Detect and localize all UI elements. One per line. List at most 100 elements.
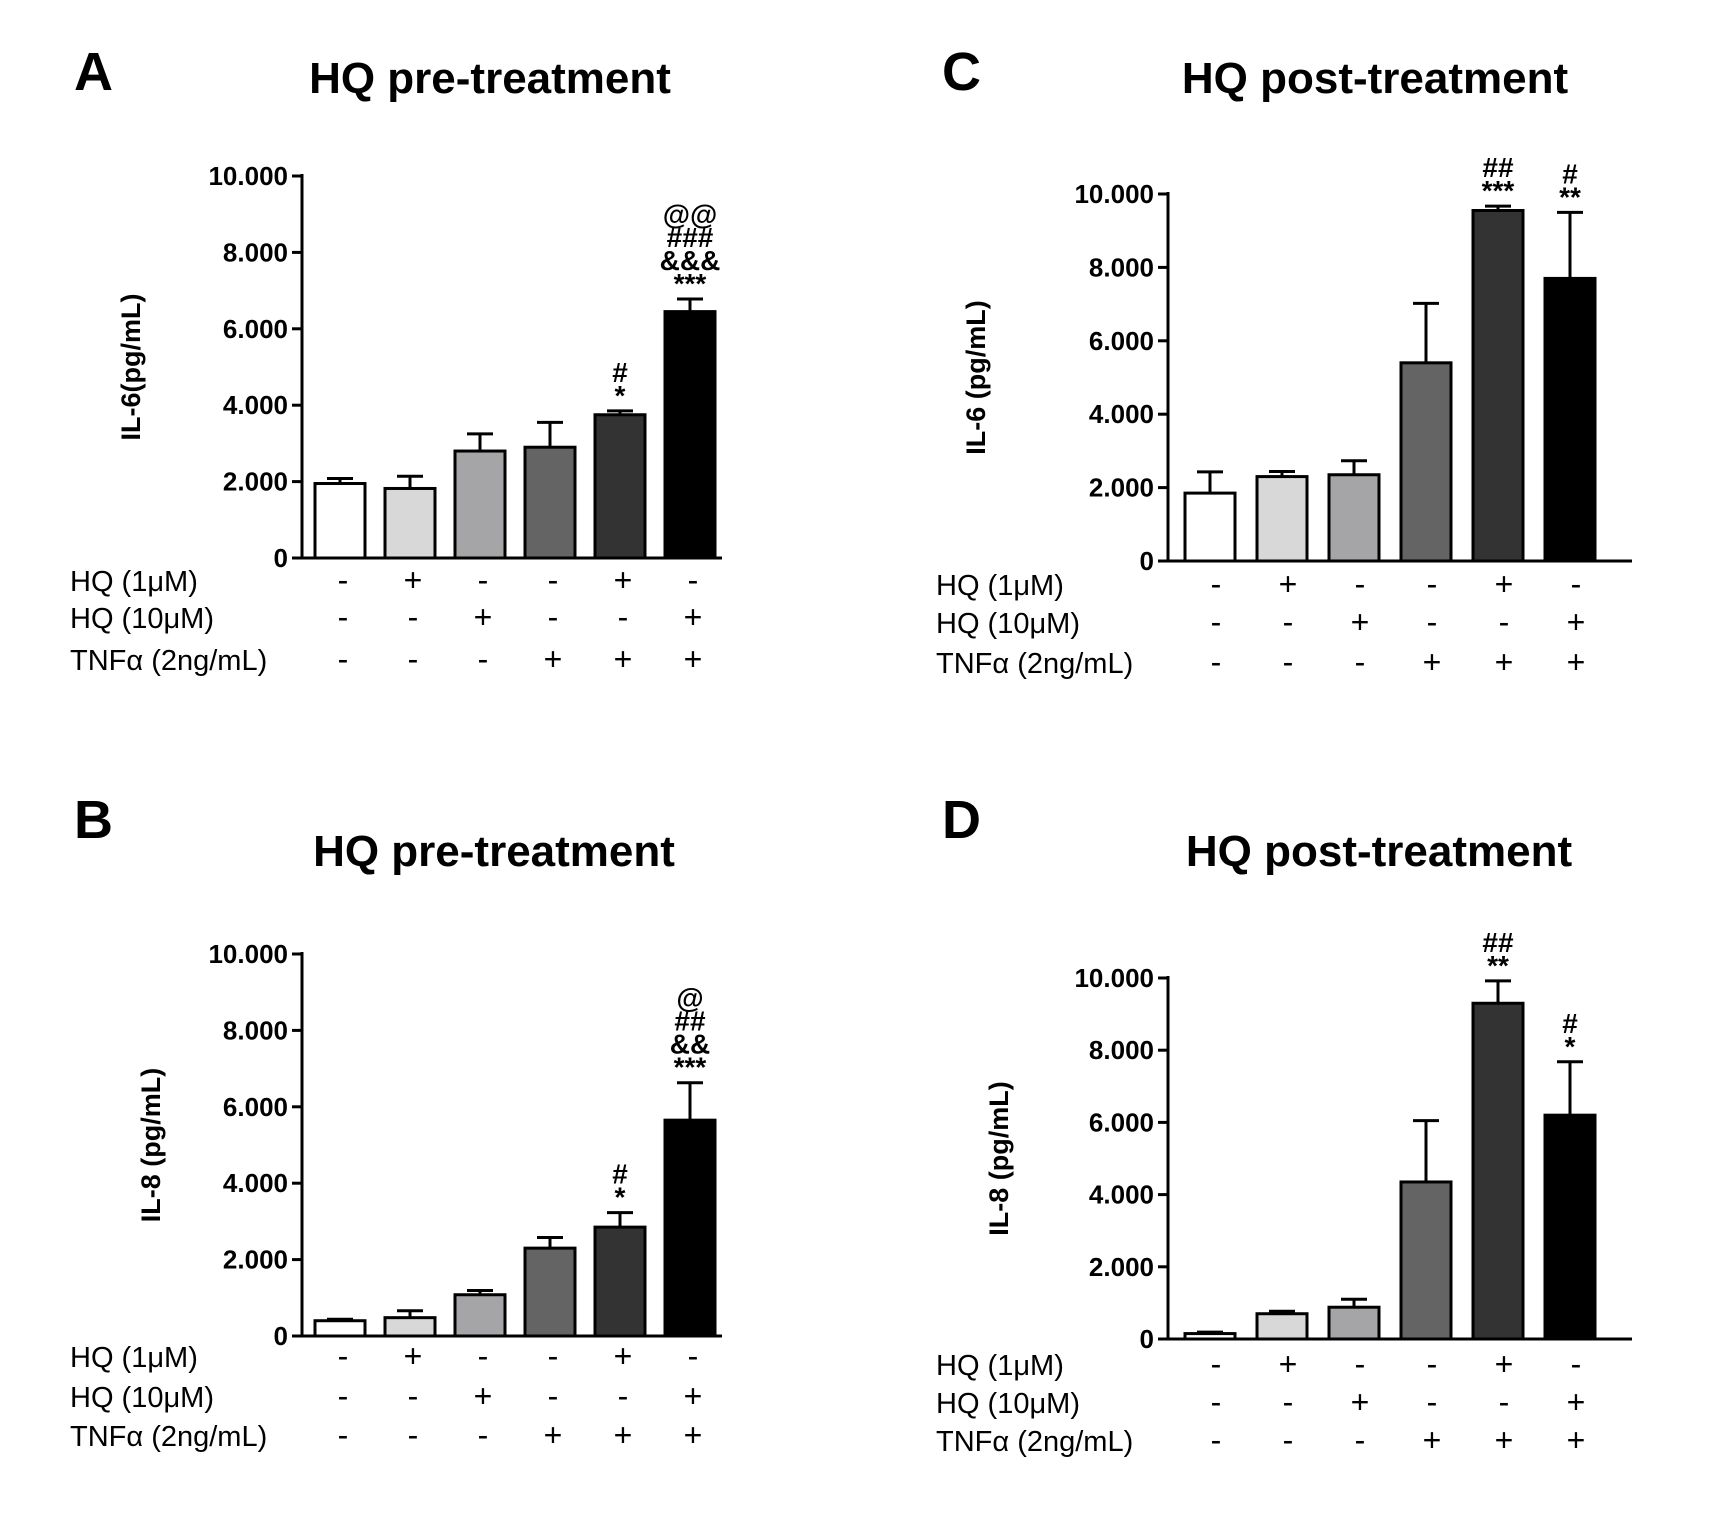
condition-sign: - <box>1427 1346 1438 1382</box>
condition-label: TNFα (2ng/mL) <box>936 1426 1133 1458</box>
significance-mark: ## <box>1482 927 1514 958</box>
bar <box>1327 473 1381 563</box>
significance-mark: ** <box>1559 181 1581 212</box>
bar <box>1183 491 1237 563</box>
condition-sign: + <box>1495 644 1514 680</box>
y-tick-label: 10.000 <box>208 939 288 969</box>
y-tick-label: 8.000 <box>223 1015 288 1045</box>
condition-sign: + <box>544 1417 563 1453</box>
bar <box>523 445 577 560</box>
condition-sign: + <box>1495 566 1514 602</box>
condition-sign: - <box>478 562 489 598</box>
condition-label: HQ (1μM) <box>936 1350 1064 1382</box>
y-tick-label: 6.000 <box>223 1092 288 1122</box>
condition-sign: + <box>684 641 703 677</box>
condition-sign: - <box>548 1338 559 1374</box>
condition-sign: + <box>614 562 633 598</box>
significance-mark: *** <box>1482 175 1515 206</box>
condition-sign: + <box>684 1417 703 1453</box>
condition-sign: - <box>548 562 559 598</box>
bar <box>383 486 437 560</box>
condition-sign: + <box>1567 1384 1586 1420</box>
condition-label: HQ (10μM) <box>936 608 1080 640</box>
significance-mark: @@ <box>663 199 718 230</box>
y-tick-label: 4.000 <box>223 390 288 420</box>
y-tick-label: 10.000 <box>208 161 288 191</box>
condition-sign: - <box>1355 644 1366 680</box>
bar <box>1255 475 1309 563</box>
condition-sign: - <box>1571 1346 1582 1382</box>
condition-sign: - <box>338 1378 349 1414</box>
condition-sign: - <box>618 599 629 635</box>
condition-sign: - <box>1283 1422 1294 1458</box>
condition-sign: - <box>1283 604 1294 640</box>
panel-a: A HQ pre-treatment IL-6(pg/mL) 0 2.000 4.000 6… <box>70 42 722 677</box>
y-axis-label: IL-8 (pg/mL) <box>136 1068 166 1222</box>
y-tick-label: 8.000 <box>1089 252 1154 282</box>
condition-sign: - <box>1355 566 1366 602</box>
chart-title: HQ pre-treatment <box>309 54 671 103</box>
condition-sign: - <box>1283 644 1294 680</box>
bar <box>593 1225 647 1338</box>
y-tick-label: 2.000 <box>1089 1252 1154 1282</box>
condition-sign: + <box>1423 1422 1442 1458</box>
significance-mark: &&& <box>660 245 721 276</box>
condition-sign: - <box>1355 1422 1366 1458</box>
significance-mark: # <box>1562 1008 1578 1039</box>
y-tick-label: 2.000 <box>223 1245 288 1275</box>
significance-mark: ## <box>1482 152 1514 183</box>
condition-sign: + <box>614 641 633 677</box>
condition-label: HQ (1μM) <box>70 1342 198 1374</box>
bar <box>1399 1180 1453 1341</box>
panel-d: D HQ post-treatment IL-8 (pg/mL) 0 2.000 4.00… <box>936 790 1632 1458</box>
significance-mark: * <box>615 380 626 411</box>
y-tick-label: 8.000 <box>1089 1035 1154 1065</box>
condition-sign: + <box>1495 1422 1514 1458</box>
y-tick-label: 4.000 <box>1089 1180 1154 1210</box>
bar <box>313 1319 367 1338</box>
y-tick-label: 10.000 <box>1074 963 1154 993</box>
condition-sign: - <box>1283 1384 1294 1420</box>
condition-sign: - <box>478 641 489 677</box>
chart-title: HQ pre-treatment <box>313 827 675 876</box>
bar <box>1471 209 1525 563</box>
condition-sign: - <box>1211 644 1222 680</box>
condition-label: HQ (10μM) <box>70 603 214 635</box>
y-axis-label: IL-6 (pg/mL) <box>961 300 991 454</box>
condition-sign: - <box>1211 604 1222 640</box>
condition-label: HQ (1μM) <box>936 570 1064 602</box>
condition-sign: + <box>684 1378 703 1414</box>
bar <box>383 1316 437 1338</box>
condition-sign: + <box>1567 644 1586 680</box>
y-tick-label: 4.000 <box>223 1168 288 1198</box>
panel-letter: A <box>74 42 113 102</box>
significance-mark: ### <box>667 222 714 253</box>
condition-sign: + <box>614 1338 633 1374</box>
significance-mark: # <box>612 357 628 388</box>
bar <box>1183 1332 1237 1341</box>
significance-mark: # <box>1562 158 1578 189</box>
condition-sign: - <box>1571 566 1582 602</box>
y-axis-label: IL-8 (pg/mL) <box>984 1081 1014 1235</box>
condition-sign: - <box>548 599 559 635</box>
condition-sign: - <box>548 1378 559 1414</box>
panel-letter: B <box>74 790 113 850</box>
condition-sign: - <box>478 1417 489 1453</box>
y-tick-label: 6.000 <box>1089 1107 1154 1137</box>
condition-sign: - <box>688 562 699 598</box>
condition-sign: + <box>1423 644 1442 680</box>
condition-sign: + <box>474 1378 493 1414</box>
significance-mark: ## <box>674 1006 706 1037</box>
condition-sign: - <box>618 1378 629 1414</box>
condition-sign: - <box>408 1417 419 1453</box>
condition-sign: + <box>1351 604 1370 640</box>
condition-label: TNFα (2ng/mL) <box>70 645 267 677</box>
y-tick-label: 6.000 <box>1089 326 1154 356</box>
condition-sign: - <box>1211 1346 1222 1382</box>
bar <box>1543 276 1597 563</box>
significance-mark: * <box>1565 1031 1576 1062</box>
condition-label: HQ (10μM) <box>70 1382 214 1414</box>
condition-label: TNFα (2ng/mL) <box>70 1421 267 1453</box>
condition-sign: - <box>1211 1422 1222 1458</box>
condition-sign: - <box>478 1338 489 1374</box>
